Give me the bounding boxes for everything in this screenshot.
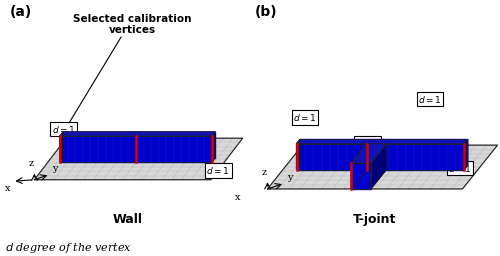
Polygon shape [296, 140, 300, 170]
Polygon shape [296, 144, 464, 170]
Polygon shape [296, 140, 468, 144]
Polygon shape [352, 144, 367, 189]
Text: $d$ degree of the vertex: $d$ degree of the vertex [5, 241, 132, 255]
Text: (b): (b) [255, 5, 278, 19]
Polygon shape [60, 136, 212, 162]
Text: $d=3$: $d=3$ [356, 137, 380, 148]
Polygon shape [352, 163, 371, 189]
Text: $d=1$: $d=1$ [293, 112, 317, 123]
Text: z: z [261, 168, 266, 177]
Text: $d=1$: $d=1$ [418, 94, 442, 104]
Polygon shape [60, 132, 64, 162]
Text: z: z [28, 159, 34, 168]
Text: T-joint: T-joint [354, 213, 397, 226]
Polygon shape [64, 132, 215, 158]
Text: y: y [287, 173, 292, 182]
Text: y: y [52, 164, 58, 173]
Polygon shape [371, 144, 386, 189]
Text: $d=2$: $d=2$ [130, 144, 154, 155]
Polygon shape [212, 132, 215, 162]
Text: $d=1$: $d=1$ [52, 124, 76, 134]
Text: $d=1$: $d=1$ [448, 163, 472, 174]
Polygon shape [464, 140, 468, 170]
Polygon shape [34, 138, 242, 180]
Polygon shape [352, 144, 386, 163]
Text: (a): (a) [10, 5, 32, 19]
Text: x: x [236, 193, 241, 202]
Text: Selected calibration
vertices: Selected calibration vertices [73, 14, 192, 35]
Polygon shape [60, 132, 215, 136]
Text: x: x [4, 184, 10, 193]
Polygon shape [268, 145, 498, 189]
Text: Wall: Wall [112, 213, 142, 226]
Text: $d=1$: $d=1$ [206, 165, 230, 176]
